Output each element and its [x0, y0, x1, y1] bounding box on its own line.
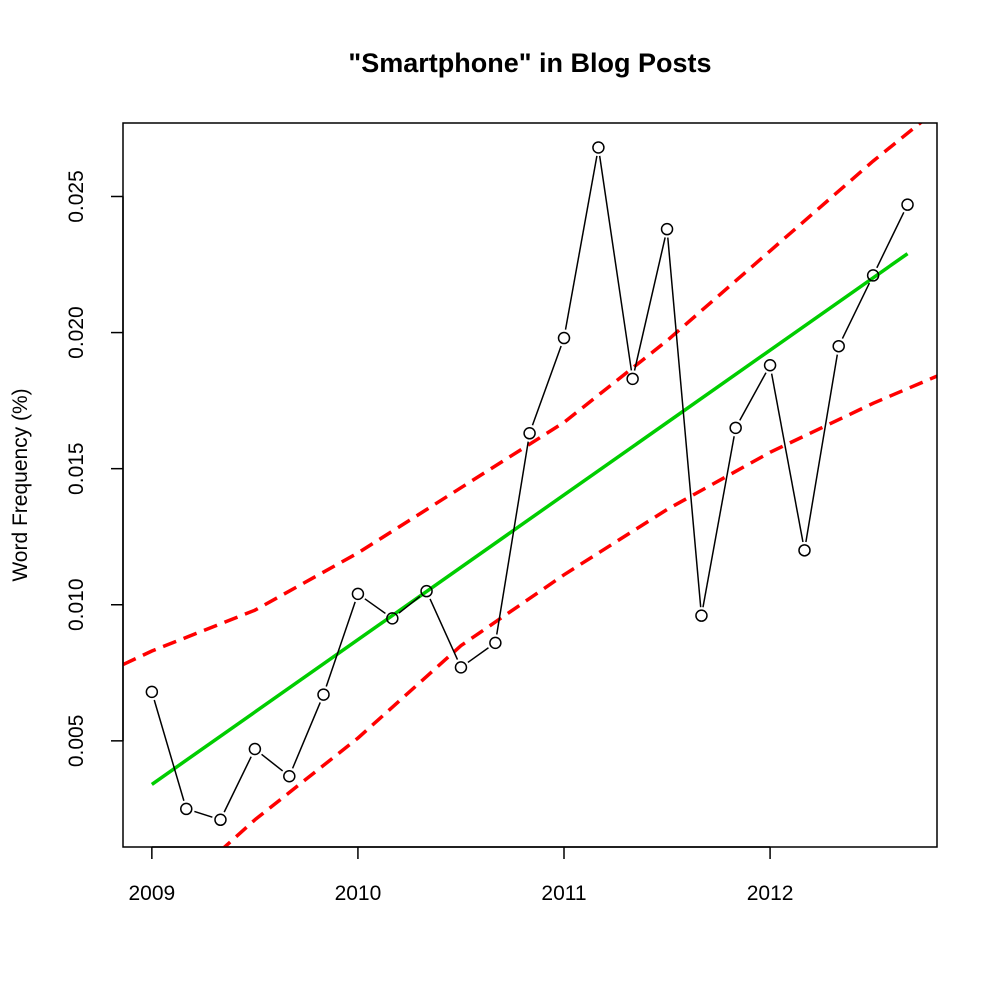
- x-tick-label: 2010: [335, 882, 382, 905]
- observed-data-point: [626, 372, 639, 386]
- y-tick-label: 0.005: [65, 715, 88, 768]
- observed-line-segment: [805, 354, 839, 543]
- observed-data-point: [283, 769, 296, 783]
- observed-data-point: [248, 742, 262, 756]
- observed-data-point: [180, 802, 193, 816]
- observed-data-point: [901, 198, 914, 211]
- observed-line-segment: [739, 372, 767, 421]
- observed-line-segment: [261, 753, 284, 772]
- observed-data-point: [317, 688, 330, 701]
- observed-data-point: [866, 269, 880, 282]
- observed-line-segment: [633, 237, 666, 371]
- y-axis-label: Word Frequency (%): [9, 388, 32, 581]
- upper-confidence-band-line: [123, 123, 923, 667]
- y-tick-label: 0.025: [65, 170, 88, 223]
- observed-data-point: [420, 584, 433, 598]
- observed-line-segment: [531, 345, 562, 426]
- observed-data-point: [592, 141, 605, 154]
- plot-area: [123, 123, 937, 847]
- observed-line-segment: [223, 756, 252, 813]
- observed-line-segment: [398, 595, 421, 614]
- plot-frame: [122, 122, 938, 848]
- observed-line-segment: [467, 647, 489, 664]
- x-tick-label: 2011: [541, 882, 586, 905]
- observed-data-point: [351, 587, 365, 601]
- observed-line-segment: [564, 155, 598, 330]
- observed-data-point: [386, 612, 399, 625]
- observed-line-segment: [841, 282, 871, 339]
- observed-line-segment: [770, 373, 804, 543]
- observed-data-point: [763, 358, 777, 372]
- observed-data-point: [729, 421, 742, 435]
- observed-line-segment: [702, 436, 735, 608]
- observed-data-point: [832, 339, 845, 353]
- trend-line: [150, 252, 909, 786]
- y-axis: 0.005 0.010 0.015 0.020 0.025: [65, 170, 124, 768]
- observed-data-point: [695, 609, 708, 622]
- y-tick-label: 0.020: [65, 306, 88, 359]
- observed-line-segment: [598, 155, 633, 371]
- x-tick-label: 2012: [747, 882, 794, 905]
- observed-line-segment: [364, 598, 386, 615]
- observed-data-point: [489, 636, 502, 650]
- x-tick-label: 2009: [128, 882, 175, 905]
- observed-data-point: [557, 331, 571, 345]
- observed-data-point: [660, 222, 674, 236]
- y-tick-label: 0.015: [65, 442, 88, 495]
- chart-title: "Smartphone" in Blog Posts: [348, 48, 711, 78]
- lower-confidence-band-line: [222, 374, 937, 847]
- observed-data-point: [523, 427, 536, 440]
- observed-line-segment: [876, 211, 905, 269]
- observed-line-segment: [325, 601, 356, 687]
- observed-data-point: [454, 661, 468, 674]
- observed-data-point: [798, 544, 811, 557]
- observed-line-segment: [667, 237, 702, 608]
- observed-data-point: [145, 685, 159, 699]
- observed-line-segment: [194, 810, 213, 818]
- observed-line-segment: [153, 699, 185, 801]
- x-axis: 2009 2010 2011 2012: [128, 846, 794, 905]
- observed-line-segment: [496, 441, 529, 635]
- observed-data-point: [214, 813, 227, 827]
- y-tick-label: 0.010: [65, 578, 88, 631]
- observed-line-segment: [291, 702, 321, 769]
- observed-line-segment: [429, 598, 459, 660]
